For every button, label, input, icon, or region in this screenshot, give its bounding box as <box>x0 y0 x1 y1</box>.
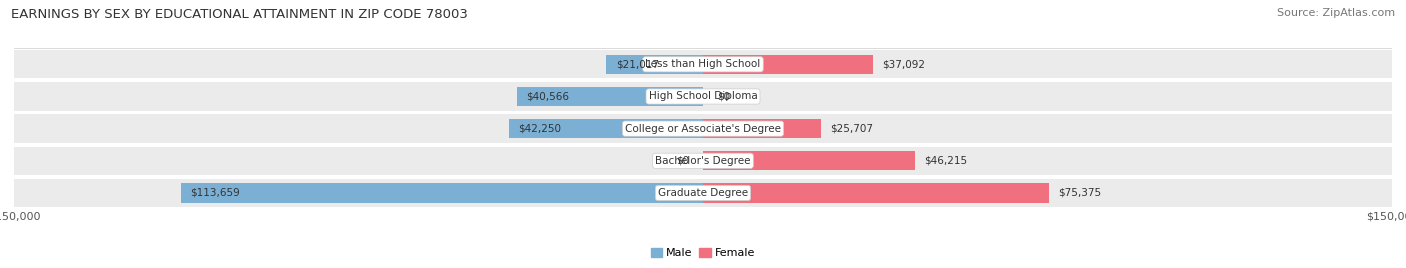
Text: Bachelor's Degree: Bachelor's Degree <box>655 156 751 166</box>
Text: $40,566: $40,566 <box>526 91 569 102</box>
Text: $0: $0 <box>717 91 730 102</box>
Text: Less than High School: Less than High School <box>645 59 761 69</box>
Text: High School Diploma: High School Diploma <box>648 91 758 102</box>
Text: $25,707: $25,707 <box>831 124 873 134</box>
Bar <box>509 119 703 138</box>
Bar <box>181 183 703 203</box>
Bar <box>703 55 873 74</box>
Text: $42,250: $42,250 <box>519 124 561 134</box>
Bar <box>14 82 1392 111</box>
Text: College or Associate's Degree: College or Associate's Degree <box>626 124 780 134</box>
Text: Source: ZipAtlas.com: Source: ZipAtlas.com <box>1277 8 1395 18</box>
Text: $46,215: $46,215 <box>925 156 967 166</box>
Text: $75,375: $75,375 <box>1059 188 1101 198</box>
Bar <box>606 55 703 74</box>
Bar <box>14 50 1392 79</box>
Text: $113,659: $113,659 <box>190 188 240 198</box>
Bar <box>14 179 1392 207</box>
Text: $21,017: $21,017 <box>616 59 658 69</box>
Bar <box>516 87 703 106</box>
Bar <box>14 114 1392 143</box>
Bar <box>703 119 821 138</box>
Legend: Male, Female: Male, Female <box>647 244 759 263</box>
Text: EARNINGS BY SEX BY EDUCATIONAL ATTAINMENT IN ZIP CODE 78003: EARNINGS BY SEX BY EDUCATIONAL ATTAINMEN… <box>11 8 468 21</box>
Bar <box>703 151 915 170</box>
Text: $0: $0 <box>676 156 689 166</box>
Bar <box>703 183 1049 203</box>
Text: $37,092: $37,092 <box>883 59 925 69</box>
Bar <box>14 147 1392 175</box>
Text: Graduate Degree: Graduate Degree <box>658 188 748 198</box>
